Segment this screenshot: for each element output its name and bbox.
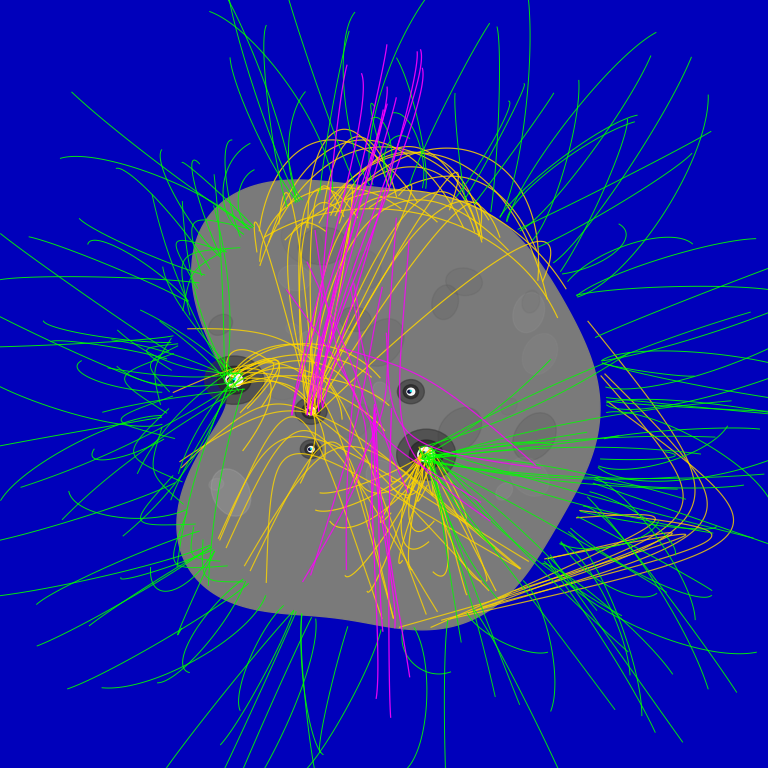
Ellipse shape xyxy=(204,356,264,404)
Ellipse shape xyxy=(211,468,251,516)
Ellipse shape xyxy=(419,452,426,458)
Ellipse shape xyxy=(309,449,311,450)
Ellipse shape xyxy=(306,407,316,415)
Ellipse shape xyxy=(510,457,549,496)
Ellipse shape xyxy=(308,447,314,452)
Ellipse shape xyxy=(281,220,324,264)
Ellipse shape xyxy=(445,268,482,296)
Ellipse shape xyxy=(310,409,312,411)
Ellipse shape xyxy=(410,390,412,392)
Ellipse shape xyxy=(522,333,558,375)
Ellipse shape xyxy=(233,378,236,380)
Ellipse shape xyxy=(305,444,317,455)
Ellipse shape xyxy=(209,478,223,490)
Ellipse shape xyxy=(266,356,311,400)
Ellipse shape xyxy=(432,285,458,319)
Ellipse shape xyxy=(513,412,556,461)
Ellipse shape xyxy=(425,452,428,455)
Ellipse shape xyxy=(339,307,371,331)
Ellipse shape xyxy=(403,385,419,399)
Ellipse shape xyxy=(418,447,435,462)
Ellipse shape xyxy=(398,379,424,404)
Ellipse shape xyxy=(522,290,540,313)
Polygon shape xyxy=(177,180,600,630)
Ellipse shape xyxy=(513,293,545,333)
Ellipse shape xyxy=(407,389,415,396)
Ellipse shape xyxy=(286,323,300,335)
Ellipse shape xyxy=(396,429,455,480)
Ellipse shape xyxy=(300,440,322,458)
Ellipse shape xyxy=(295,398,327,424)
Ellipse shape xyxy=(217,366,251,394)
Ellipse shape xyxy=(307,409,311,412)
Ellipse shape xyxy=(298,227,348,265)
Ellipse shape xyxy=(501,399,517,415)
Ellipse shape xyxy=(278,265,312,290)
Ellipse shape xyxy=(408,390,411,393)
Ellipse shape xyxy=(495,483,512,500)
Ellipse shape xyxy=(339,404,372,439)
Ellipse shape xyxy=(298,331,323,363)
Ellipse shape xyxy=(209,314,233,336)
Ellipse shape xyxy=(302,403,320,419)
Ellipse shape xyxy=(373,382,391,402)
Ellipse shape xyxy=(352,251,381,290)
Ellipse shape xyxy=(227,377,234,383)
Ellipse shape xyxy=(366,460,401,500)
Ellipse shape xyxy=(226,373,243,387)
Ellipse shape xyxy=(217,371,238,394)
Ellipse shape xyxy=(409,440,443,469)
Ellipse shape xyxy=(361,319,404,366)
Ellipse shape xyxy=(438,408,482,452)
